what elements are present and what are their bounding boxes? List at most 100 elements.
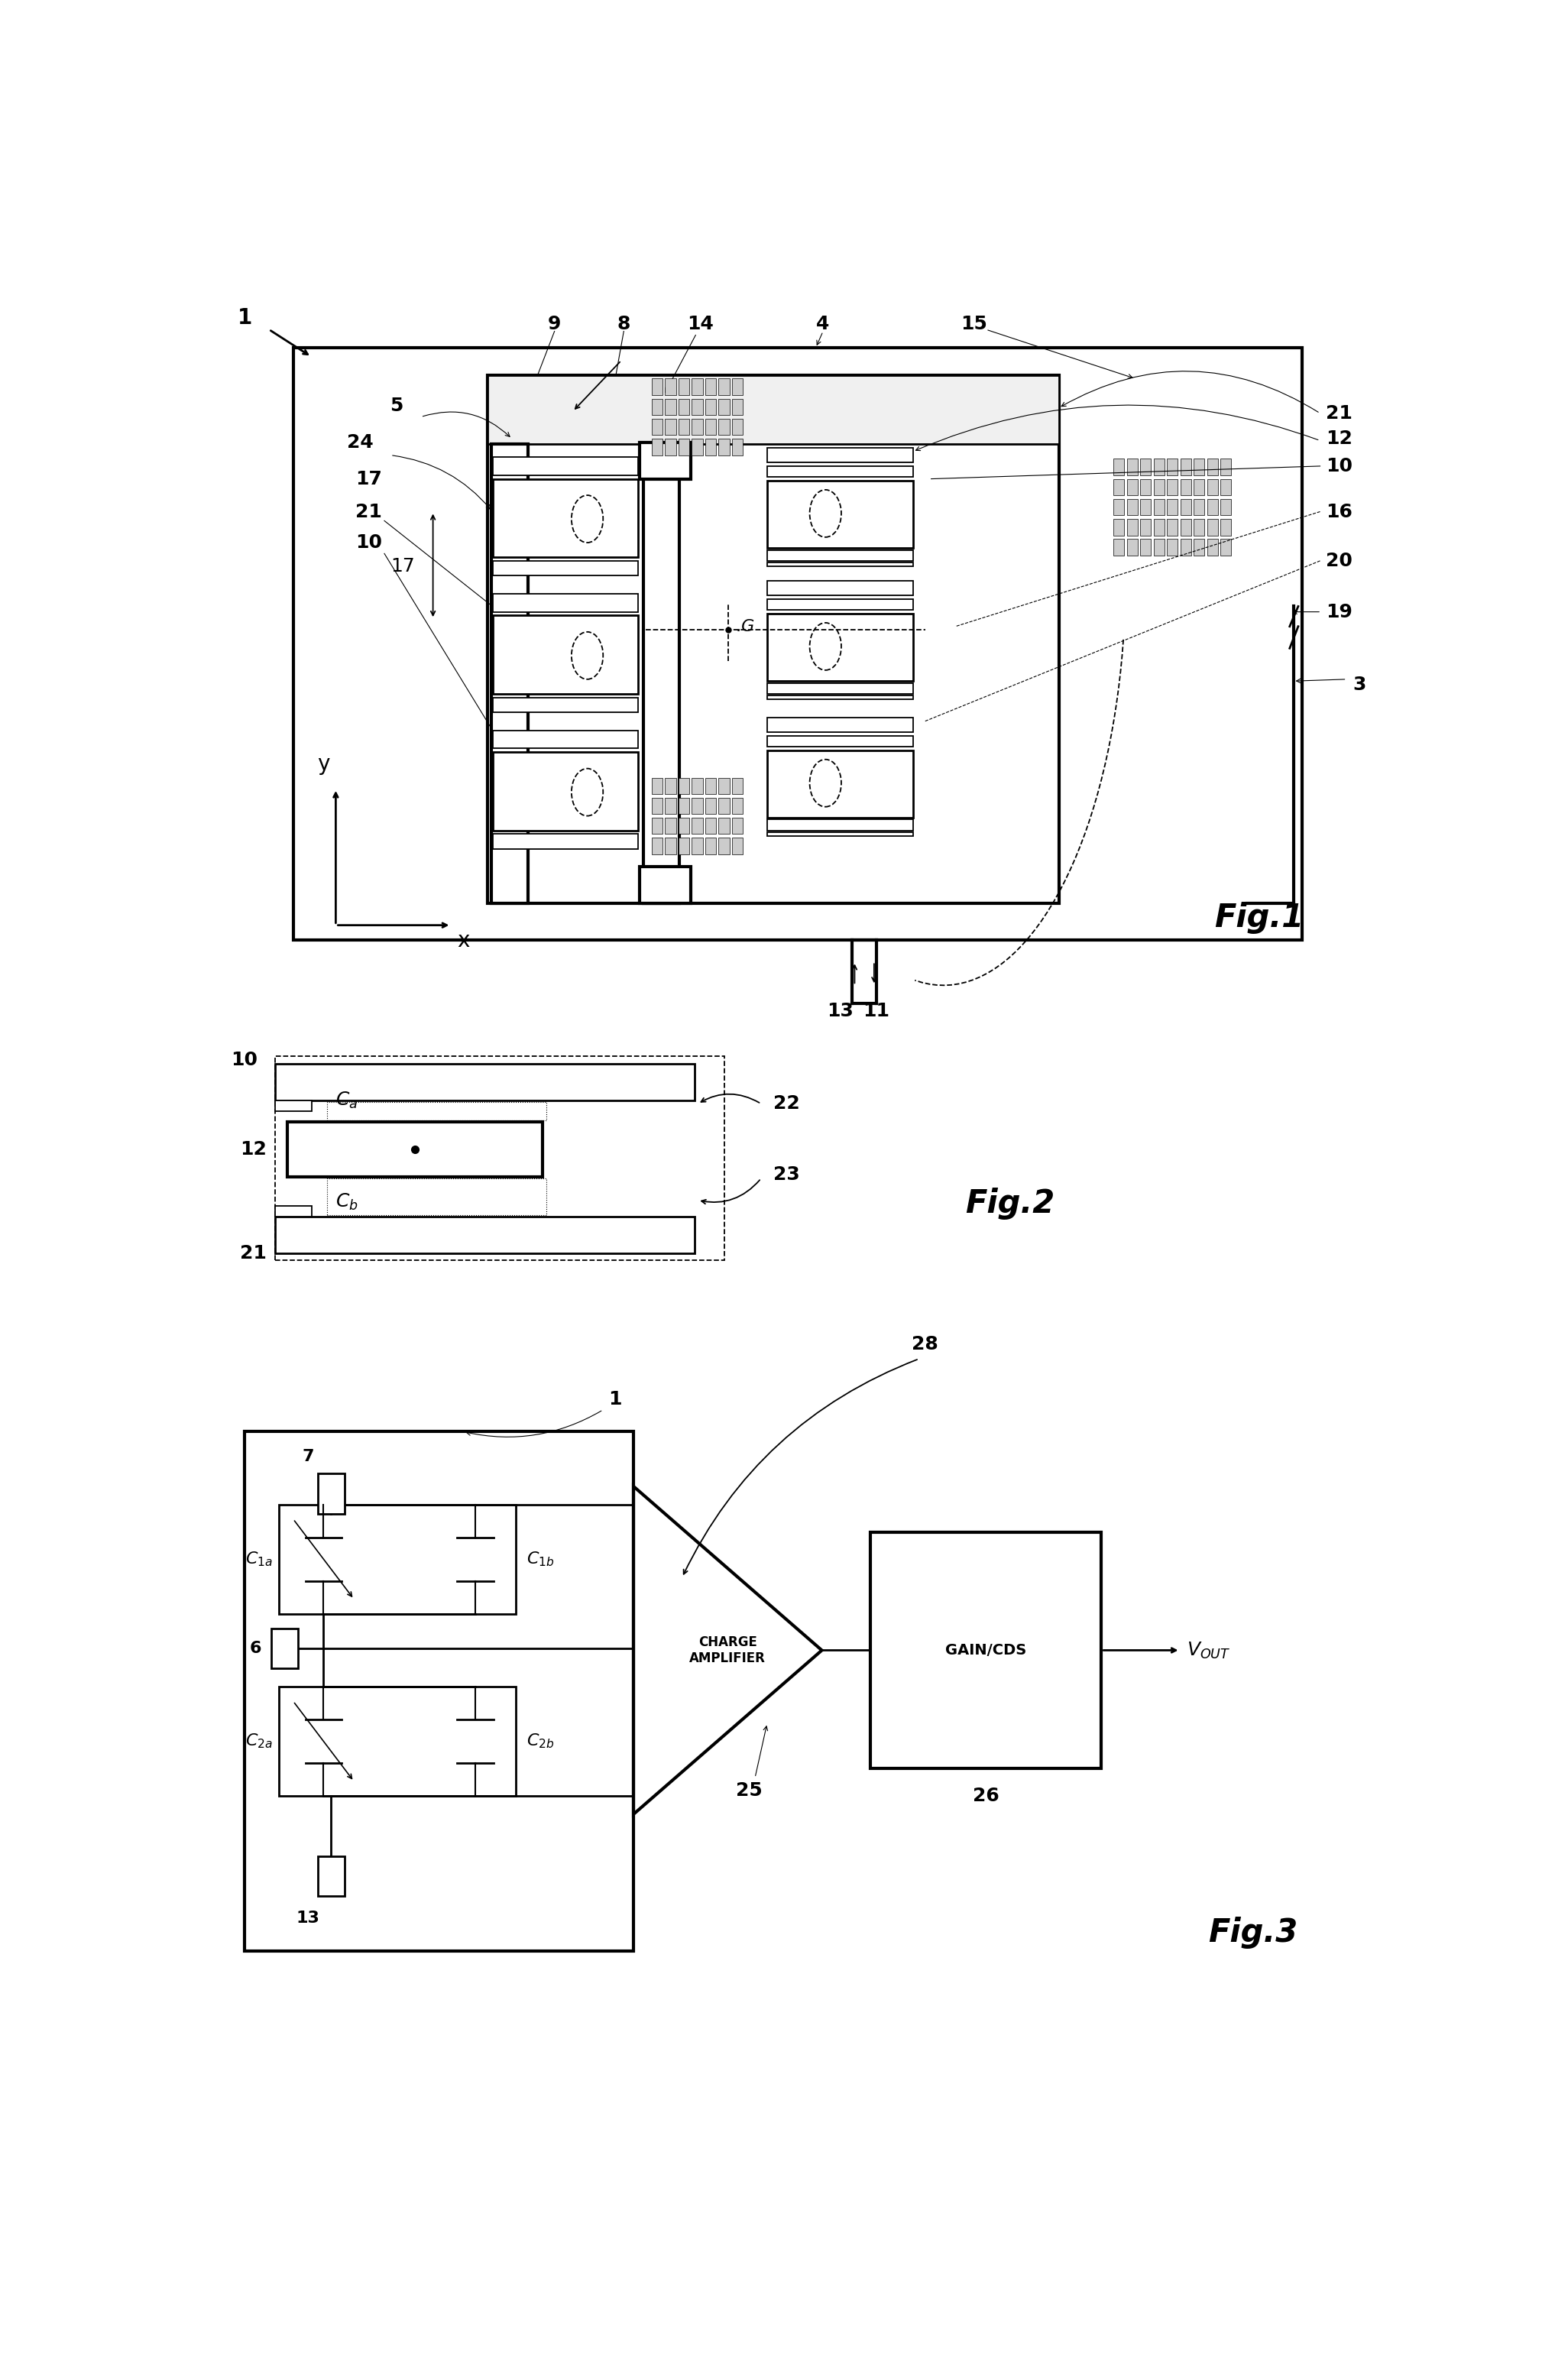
Bar [1193, 539, 1204, 556]
Bar [1181, 478, 1192, 494]
Bar [732, 379, 743, 395]
Bar [1113, 518, 1124, 535]
Bar [1207, 499, 1218, 516]
Bar [1167, 518, 1178, 535]
Bar [706, 838, 717, 854]
Text: 21: 21 [240, 1245, 267, 1263]
Bar [317, 1474, 345, 1514]
Bar [767, 549, 913, 561]
Bar [1167, 499, 1178, 516]
Bar [492, 835, 638, 849]
Text: 8: 8 [618, 315, 630, 334]
Text: 17: 17 [356, 471, 383, 487]
Text: 23: 23 [773, 1166, 800, 1183]
Bar [1193, 518, 1204, 535]
Bar [1193, 459, 1204, 476]
Bar [1113, 539, 1124, 556]
Bar [679, 797, 690, 814]
Bar [1140, 499, 1151, 516]
Bar [732, 400, 743, 414]
Bar [767, 582, 913, 596]
Text: 28: 28 [913, 1334, 938, 1353]
Text: $C_{2b}$: $C_{2b}$ [527, 1732, 555, 1751]
Text: .G: .G [737, 620, 756, 634]
Bar [652, 838, 663, 854]
Bar [1207, 478, 1218, 494]
Text: 14: 14 [687, 315, 713, 334]
Text: y: y [317, 752, 329, 776]
Bar [643, 445, 679, 904]
Bar [1220, 539, 1231, 556]
Text: Fig.3: Fig.3 [1209, 1916, 1298, 1950]
Bar [328, 1103, 546, 1119]
Bar [652, 819, 663, 835]
Bar [1140, 459, 1151, 476]
Text: 16: 16 [1327, 502, 1353, 521]
Bar [679, 838, 690, 854]
Text: 6: 6 [249, 1642, 262, 1656]
Text: $V_{OUT}$: $V_{OUT}$ [1187, 1640, 1231, 1661]
Text: 24: 24 [347, 433, 373, 452]
Text: 19: 19 [1327, 603, 1353, 620]
Bar [1181, 499, 1192, 516]
Bar [1167, 539, 1178, 556]
Text: 15: 15 [961, 315, 986, 334]
Bar [1140, 518, 1151, 535]
Bar [1127, 539, 1138, 556]
Text: 1: 1 [237, 308, 252, 329]
Bar [652, 797, 663, 814]
Text: 20: 20 [1327, 551, 1353, 570]
Bar [1207, 518, 1218, 535]
Bar [706, 400, 717, 414]
Bar [1113, 478, 1124, 494]
Bar [1154, 499, 1165, 516]
Bar [1181, 518, 1192, 535]
Bar [279, 1687, 516, 1796]
Bar [691, 438, 702, 454]
Text: $C_b$: $C_b$ [336, 1192, 359, 1211]
Bar [1193, 499, 1204, 516]
Text: 5: 5 [390, 397, 403, 416]
Text: 4: 4 [817, 315, 829, 334]
Text: Fig.1: Fig.1 [1215, 901, 1305, 935]
Text: 10: 10 [356, 535, 383, 551]
Bar [691, 778, 702, 795]
Bar [718, 797, 729, 814]
Text: 7: 7 [303, 1450, 314, 1465]
Bar [706, 438, 717, 454]
Text: CHARGE
AMPLIFIER: CHARGE AMPLIFIER [690, 1635, 765, 1666]
Bar [1140, 539, 1151, 556]
Text: 22: 22 [773, 1095, 800, 1112]
Bar [691, 419, 702, 435]
Bar [1140, 478, 1151, 494]
Bar [1154, 459, 1165, 476]
Bar [706, 797, 717, 814]
Bar [718, 400, 729, 414]
Bar [274, 1216, 695, 1254]
Bar [767, 447, 913, 461]
Text: $C_{2a}$: $C_{2a}$ [245, 1732, 273, 1751]
Bar [679, 379, 690, 395]
Bar [274, 1055, 724, 1261]
Bar [665, 379, 676, 395]
Bar [1220, 499, 1231, 516]
Bar [665, 438, 676, 454]
Bar [1154, 518, 1165, 535]
Bar [492, 561, 638, 575]
Bar [691, 797, 702, 814]
Bar [1220, 518, 1231, 535]
Bar [1127, 478, 1138, 494]
Bar [665, 819, 676, 835]
Bar [870, 1531, 1101, 1770]
Bar [640, 866, 690, 904]
Bar [1181, 539, 1192, 556]
Bar [1113, 499, 1124, 516]
Text: 12: 12 [240, 1140, 267, 1159]
Text: Fig.2: Fig.2 [966, 1188, 1055, 1221]
Bar [665, 778, 676, 795]
Bar [492, 698, 638, 712]
Text: 26: 26 [972, 1786, 999, 1805]
Bar [732, 438, 743, 454]
Bar [718, 838, 729, 854]
Bar [1220, 478, 1231, 494]
